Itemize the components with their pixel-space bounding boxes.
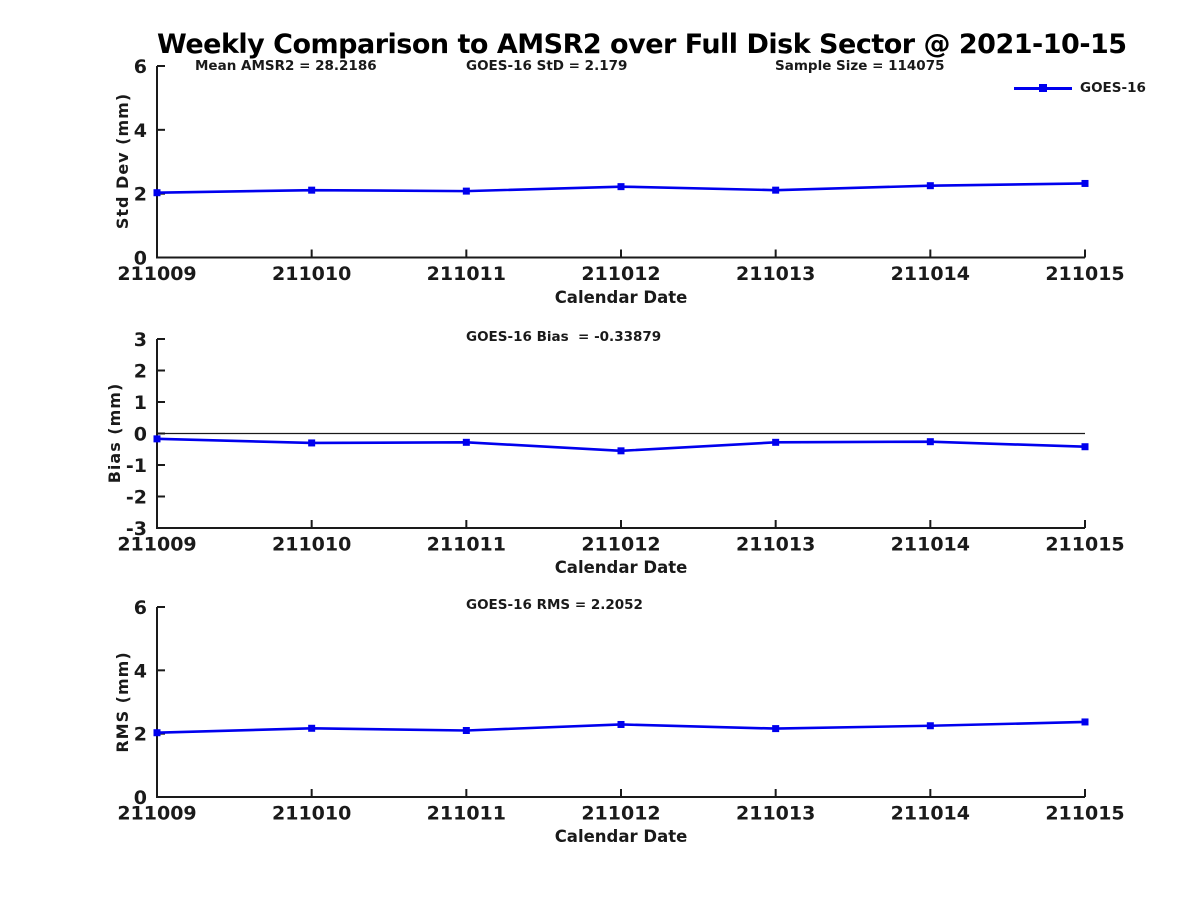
y-tick-label: -2 — [126, 487, 147, 509]
annotation-goes16-rms: GOES-16 RMS = 2.2052 — [466, 597, 643, 613]
x-tick-label: 211015 — [1045, 803, 1124, 825]
x-axis-label-calendar-date: Calendar Date — [554, 558, 688, 577]
data-point-marker — [926, 438, 934, 446]
data-point-marker — [462, 727, 470, 734]
y-axis-label-bias: Bias (mm) — [105, 382, 124, 484]
data-point-marker — [772, 186, 780, 194]
legend: GOES-16 — [1014, 80, 1146, 96]
data-point-marker — [1081, 718, 1089, 726]
figure-title: Weekly Comparison to AMSR2 over Full Dis… — [157, 29, 1127, 60]
x-tick-label: 211012 — [581, 263, 660, 285]
data-point-marker — [617, 183, 625, 191]
data-point-marker — [153, 435, 161, 443]
y-tick-label: 6 — [134, 597, 147, 619]
x-tick-label: 211013 — [736, 803, 815, 825]
annotation-goes16-bias: GOES-16 Bias = -0.33879 — [466, 329, 662, 345]
y-tick-label: 6 — [134, 56, 147, 78]
x-tick-label: 211009 — [117, 803, 196, 825]
data-point-marker — [308, 439, 316, 447]
x-tick-label: 211009 — [117, 263, 196, 285]
data-point-marker — [462, 187, 470, 195]
x-tick-label: 211010 — [272, 263, 351, 285]
legend-label: GOES-16 — [1080, 80, 1146, 96]
y-tick-label: 4 — [134, 660, 147, 682]
legend-square-marker-icon — [1039, 84, 1047, 92]
y-tick-label: 3 — [134, 329, 147, 351]
x-axis-label-calendar-date: Calendar Date — [554, 827, 688, 846]
y-tick-label: 2 — [134, 184, 147, 206]
x-tick-label: 211009 — [117, 534, 196, 556]
data-point-marker — [772, 438, 780, 446]
axis-spines — [156, 607, 1085, 798]
x-tick-label: 211012 — [581, 534, 660, 556]
data-point-marker — [1081, 443, 1089, 451]
x-tick-label: 211011 — [427, 534, 506, 556]
y-axis-label-std-dev: Std Dev (mm) — [113, 92, 132, 230]
y-tick-label: 0 — [134, 424, 147, 446]
x-axis-label-calendar-date: Calendar Date — [554, 288, 688, 307]
x-tick-label: 211014 — [891, 263, 970, 285]
data-point-marker — [926, 722, 934, 730]
y-tick-label: 0 — [134, 248, 147, 270]
x-tick-label: 211014 — [891, 803, 970, 825]
y-tick-label: -3 — [126, 518, 147, 540]
annotation-mean-amsr2: Mean AMSR2 = 28.2186 — [195, 58, 377, 74]
data-point-marker — [153, 189, 161, 197]
data-point-marker — [308, 724, 316, 732]
y-tick-label: 2 — [134, 361, 147, 383]
x-tick-label: 211011 — [427, 263, 506, 285]
x-tick-label: 211014 — [891, 534, 970, 556]
data-point-marker — [617, 720, 625, 728]
y-tick-label: -1 — [126, 455, 147, 477]
chart-rms: 0 2 4 6 211009 211010 211011 211012 211013 211014… — [117, 597, 1124, 825]
x-tick-label: 211015 — [1045, 534, 1124, 556]
data-point-marker — [926, 182, 934, 190]
x-tick-label: 211013 — [736, 534, 815, 556]
data-point-marker — [462, 438, 470, 446]
y-tick-label: 4 — [134, 120, 147, 142]
x-tick-label: 211010 — [272, 803, 351, 825]
chart-std-dev: 0 2 4 6 211009 211010 211011 211012 211013 211014… — [117, 56, 1124, 285]
axis-spines — [156, 66, 1085, 259]
x-tick-label: 211012 — [581, 803, 660, 825]
data-point-marker — [617, 447, 625, 455]
x-tick-label: 211011 — [427, 803, 506, 825]
y-axis-label-rms: RMS (mm) — [113, 651, 132, 753]
annotation-sample-size: Sample Size = 114075 — [775, 58, 945, 74]
data-point-marker — [772, 725, 780, 733]
data-point-marker — [308, 186, 316, 194]
x-tick-label: 211013 — [736, 263, 815, 285]
data-point-marker — [153, 729, 161, 737]
data-point-marker — [1081, 179, 1089, 187]
y-tick-label: 2 — [134, 724, 147, 746]
x-tick-label: 211015 — [1045, 263, 1124, 285]
y-tick-label: 0 — [134, 787, 147, 809]
annotation-goes16-std: GOES-16 StD = 2.179 — [466, 58, 628, 74]
chart-bias: -3 -2 -1 0 1 2 3 211009 211010 211011 211012 211013… — [117, 329, 1124, 556]
legend-line-sample — [1014, 84, 1072, 92]
y-tick-label: 1 — [134, 392, 147, 414]
x-tick-label: 211010 — [272, 534, 351, 556]
